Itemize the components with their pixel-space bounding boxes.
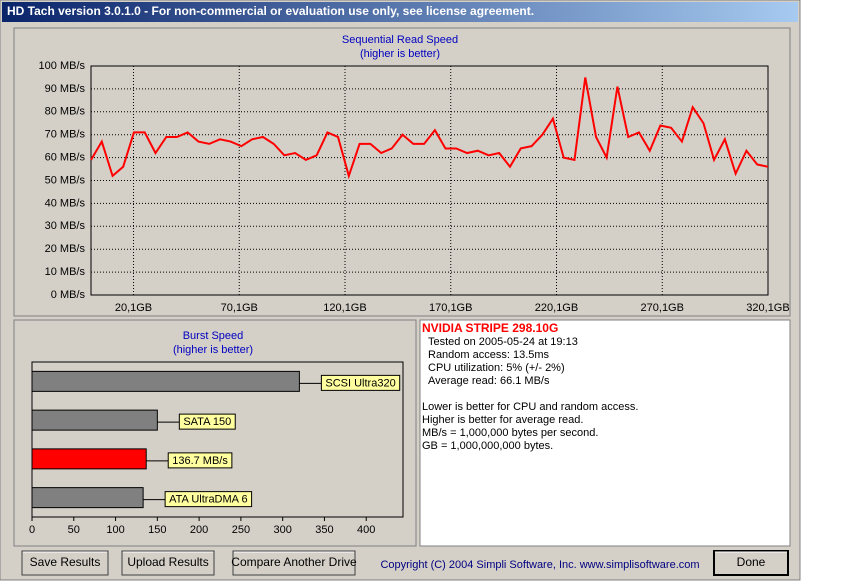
x-tick-label: 20,1GB	[115, 302, 152, 314]
x-tick-label: 170,1GB	[429, 302, 472, 314]
y-tick-label: 30 MB/s	[45, 220, 86, 232]
info-line: Random access: 13.5ms	[428, 349, 550, 361]
info-note: MB/s = 1,000,000 bytes per second.	[422, 427, 598, 439]
button-label: Upload Results	[127, 555, 208, 569]
bar-label: SCSI Ultra320	[325, 377, 395, 389]
button-label: Compare Another Drive	[231, 555, 357, 569]
y-tick-label: 70 MB/s	[45, 129, 86, 141]
copyright: Copyright (C) 2004 Simpli Software, Inc.…	[380, 559, 699, 571]
x-tick-label: 200	[190, 524, 208, 536]
bar-label: SATA 150	[183, 416, 231, 428]
plot-area	[90, 65, 769, 296]
info-line: Tested on 2005-05-24 at 19:13	[428, 336, 578, 348]
label-box	[320, 374, 401, 391]
x-tick-label: 400	[357, 524, 375, 536]
button-label: Done	[737, 555, 766, 569]
button-label: Save Results	[30, 555, 101, 569]
y-tick-label: 100 MB/s	[39, 60, 86, 72]
x-tick-label: 220,1GB	[535, 302, 578, 314]
y-tick-label: 50 MB/s	[45, 174, 86, 186]
bar	[31, 409, 158, 431]
title-bar	[2, 2, 798, 22]
x-tick-label: 100	[106, 524, 124, 536]
info-note: Higher is better for average read.	[422, 414, 583, 426]
button[interactable]: Compare Another Drive	[231, 550, 357, 576]
label-box	[178, 413, 236, 430]
y-tick-label: 90 MB/s	[45, 83, 86, 95]
chart-subtitle: (higher is better)	[360, 48, 440, 60]
y-tick-label: 10 MB/s	[45, 266, 86, 278]
x-tick-label: 270,1GB	[641, 302, 684, 314]
bar-label: ATA UltraDMA 6	[169, 494, 247, 506]
bar	[31, 448, 147, 470]
label-box	[167, 452, 233, 469]
chart-subtitle: (higher is better)	[173, 344, 253, 356]
button-face	[232, 550, 356, 576]
x-tick-label: 70,1GB	[221, 302, 258, 314]
x-tick-label: 350	[315, 524, 333, 536]
x-tick-label: 150	[148, 524, 166, 536]
read-speed-line	[90, 77, 769, 180]
button-face	[21, 550, 109, 576]
info-note: GB = 1,000,000,000 bytes.	[422, 440, 553, 452]
window-title: HD Tach version 3.0.1.0 - For non-commer…	[7, 4, 534, 18]
bar	[31, 487, 144, 509]
x-tick-label: 300	[273, 524, 291, 536]
info-panel	[419, 319, 791, 547]
x-tick-label: 0	[29, 524, 35, 536]
button-face	[121, 550, 215, 576]
info-line: CPU utilization: 5% (+/- 2%)	[428, 362, 565, 374]
x-tick-label: 120,1GB	[323, 302, 366, 314]
y-tick-label: 80 MB/s	[45, 106, 86, 118]
info-note: Lower is better for CPU and random acces…	[422, 401, 638, 413]
button[interactable]: Done	[713, 550, 789, 576]
button-face	[713, 550, 789, 576]
info-line: Average read: 66.1 MB/s	[428, 375, 550, 387]
y-tick-label: 40 MB/s	[45, 197, 86, 209]
bar-label: 136.7 MB/s	[172, 455, 228, 467]
y-tick-label: 0 MB/s	[51, 289, 86, 301]
x-tick-label: 50	[68, 524, 80, 536]
y-tick-label: 60 MB/s	[45, 152, 86, 164]
bar	[31, 370, 300, 392]
label-box	[164, 491, 253, 508]
button[interactable]: Save Results	[21, 550, 109, 576]
x-tick-label: 320,1GB	[746, 302, 789, 314]
chart-title: Burst Speed	[183, 330, 244, 342]
chart-title: Sequential Read Speed	[342, 34, 458, 46]
drive-name: NVIDIA STRIPE 298.10G	[422, 321, 558, 335]
x-tick-label: 250	[232, 524, 250, 536]
y-tick-label: 20 MB/s	[45, 243, 86, 255]
button[interactable]: Upload Results	[121, 550, 215, 576]
